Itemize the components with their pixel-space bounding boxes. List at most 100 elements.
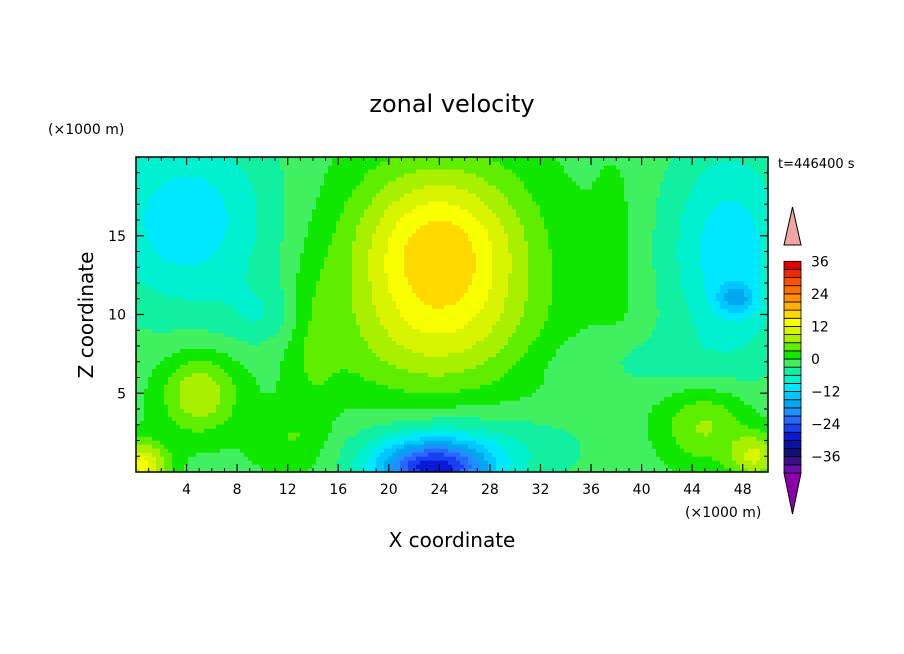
field-cell xyxy=(348,288,353,294)
field-cell xyxy=(264,432,269,437)
field-cell xyxy=(180,204,185,210)
field-cell xyxy=(340,352,345,357)
field-cell xyxy=(344,212,349,218)
field-cell xyxy=(304,428,309,433)
field-cell xyxy=(276,424,281,429)
field-cell xyxy=(216,308,221,314)
field-cell xyxy=(380,312,385,318)
field-cell xyxy=(240,228,245,234)
field-cell xyxy=(212,360,217,365)
field-cell xyxy=(380,248,385,254)
field-cell xyxy=(260,184,265,190)
field-cell xyxy=(316,412,321,417)
field-cell xyxy=(232,164,237,170)
field-cell xyxy=(384,420,389,425)
field-cell xyxy=(236,356,241,361)
field-cell xyxy=(284,200,289,206)
field-cell xyxy=(268,416,273,421)
field-cell xyxy=(320,396,325,401)
field-cell xyxy=(280,236,285,242)
field-cell xyxy=(292,180,297,186)
field-cell xyxy=(272,176,277,182)
field-cell xyxy=(220,228,225,234)
field-cell xyxy=(172,356,177,361)
field-cell xyxy=(188,392,193,397)
field-cell xyxy=(336,444,341,449)
field-cell xyxy=(288,220,293,226)
field-cell xyxy=(168,324,173,330)
field-cell xyxy=(280,408,285,413)
field-cell xyxy=(344,196,349,202)
field-cell xyxy=(196,232,201,238)
field-cell xyxy=(316,372,321,377)
field-cell xyxy=(160,172,165,178)
field-cell xyxy=(236,412,241,417)
field-cell xyxy=(168,340,173,346)
field-cell xyxy=(300,192,305,198)
field-cell xyxy=(188,380,193,385)
field-cell xyxy=(152,312,157,318)
field-cell xyxy=(212,236,217,242)
field-cell xyxy=(372,268,377,274)
field-cell xyxy=(200,196,205,202)
field-cell xyxy=(188,296,193,302)
field-cell xyxy=(360,396,365,401)
field-cell xyxy=(284,160,289,166)
field-cell xyxy=(328,384,333,389)
field-cell xyxy=(204,188,209,194)
field-cell xyxy=(284,436,289,441)
field-cell xyxy=(300,304,305,310)
field-cell xyxy=(212,264,217,270)
field-cell xyxy=(248,268,253,274)
field-cell xyxy=(220,168,225,174)
field-cell xyxy=(172,344,177,349)
field-cell xyxy=(144,424,149,429)
field-cell xyxy=(236,408,241,413)
field-cell xyxy=(256,276,261,282)
field-cell xyxy=(184,460,189,465)
field-cell xyxy=(268,296,273,302)
field-cell xyxy=(384,292,389,298)
field-cell xyxy=(164,244,169,250)
field-cell xyxy=(372,296,377,302)
field-cell xyxy=(164,324,169,330)
field-cell xyxy=(212,292,217,298)
field-cell xyxy=(324,264,329,270)
field-cell xyxy=(304,168,309,174)
field-cell xyxy=(256,172,261,178)
field-cell xyxy=(204,164,209,170)
field-cell xyxy=(184,424,189,429)
field-cell xyxy=(212,180,217,186)
field-cell xyxy=(272,268,277,274)
field-cell xyxy=(312,308,317,314)
field-cell xyxy=(244,440,249,445)
field-cell xyxy=(220,452,225,457)
field-cell xyxy=(376,428,381,433)
field-cell xyxy=(384,248,389,254)
field-cell xyxy=(336,316,341,322)
field-cell xyxy=(184,232,189,238)
field-cell xyxy=(236,264,241,270)
field-cell xyxy=(300,160,305,166)
field-cell xyxy=(200,184,205,190)
field-cell xyxy=(232,416,237,421)
field-cell xyxy=(216,240,221,246)
field-cell xyxy=(148,448,153,453)
field-cell xyxy=(360,336,365,342)
field-cell xyxy=(268,160,273,166)
field-cell xyxy=(168,388,173,393)
field-cell xyxy=(328,300,333,306)
field-cell xyxy=(196,444,201,449)
field-cell xyxy=(312,200,317,206)
field-cell xyxy=(228,264,233,270)
field-cell xyxy=(320,352,325,357)
field-cell xyxy=(320,188,325,194)
field-cell xyxy=(232,300,237,306)
field-cell xyxy=(368,404,373,409)
field-cell xyxy=(148,284,153,290)
field-cell xyxy=(352,448,357,453)
field-cell xyxy=(272,364,277,369)
field-cell xyxy=(388,440,393,445)
field-cell xyxy=(384,236,389,242)
field-cell xyxy=(376,388,381,393)
